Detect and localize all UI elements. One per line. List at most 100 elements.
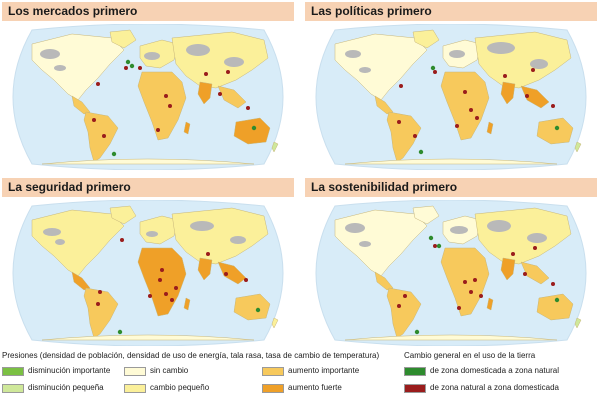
swatch-strong-increase bbox=[262, 384, 284, 393]
domesticated-to-natural-spot bbox=[414, 329, 420, 335]
domesticated-to-natural-spot bbox=[117, 329, 123, 335]
region-nz bbox=[574, 317, 582, 329]
region-nz bbox=[271, 317, 279, 329]
domesticated-to-natural-spot bbox=[129, 63, 135, 69]
region-india bbox=[197, 81, 213, 105]
natural-to-domesticated-spot bbox=[551, 282, 555, 286]
region-greenland bbox=[109, 29, 137, 49]
natural-to-domesticated-spot bbox=[96, 82, 100, 86]
natural-to-domesticated-spot bbox=[397, 304, 401, 308]
natural-to-domesticated-spot bbox=[206, 252, 210, 256]
natural-to-domesticated-spot bbox=[244, 278, 248, 282]
panel-title: Los mercados primero bbox=[2, 2, 294, 21]
natural-to-domesticated-spot bbox=[96, 302, 100, 306]
natural-to-domesticated-spot bbox=[164, 94, 168, 98]
natural-to-domesticated-spot bbox=[160, 268, 164, 272]
region-seasia bbox=[217, 261, 247, 285]
natural-to-domesticated-spot bbox=[246, 106, 250, 110]
region-australia bbox=[233, 117, 271, 145]
map-panel-sustainability: La sostenibilidad primero bbox=[305, 178, 597, 346]
region-india bbox=[500, 257, 516, 281]
no-data-area bbox=[40, 49, 60, 59]
natural-to-domesticated-spot bbox=[92, 118, 96, 122]
natural-to-domesticated-spot bbox=[218, 92, 222, 96]
region-europe bbox=[139, 215, 179, 245]
natural-to-domesticated-spot bbox=[457, 306, 461, 310]
no-data-area bbox=[345, 50, 361, 58]
domesticated-to-natural-spot bbox=[430, 65, 436, 71]
legend-label-natural-to-domesticated: de zona natural a zona domesticada bbox=[430, 383, 559, 392]
natural-to-domesticated-spot bbox=[124, 66, 128, 70]
panel-title: La sostenibilidad primero bbox=[305, 178, 597, 197]
natural-to-domesticated-spot bbox=[102, 134, 106, 138]
world-map bbox=[12, 200, 284, 346]
region-greenland bbox=[109, 205, 137, 225]
region-antarctica bbox=[344, 158, 558, 165]
region-nz bbox=[271, 141, 279, 153]
region-seasia bbox=[217, 85, 247, 109]
no-data-area bbox=[190, 221, 214, 231]
natural-to-domesticated-spot bbox=[475, 116, 479, 120]
no-data-area bbox=[530, 59, 548, 69]
region-madagascar bbox=[486, 297, 494, 311]
no-data-area bbox=[230, 236, 246, 244]
natural-to-domesticated-spot bbox=[168, 104, 172, 108]
domesticated-to-natural-spot bbox=[255, 307, 261, 313]
panel-title: Las políticas primero bbox=[305, 2, 597, 21]
swatch-domesticated-to-natural bbox=[404, 367, 426, 376]
legend-label-small-change: cambio pequeño bbox=[150, 383, 210, 392]
natural-to-domesticated-spot bbox=[158, 278, 162, 282]
region-india bbox=[500, 81, 516, 105]
domesticated-to-natural-spot bbox=[111, 151, 117, 157]
region-madagascar bbox=[183, 121, 191, 135]
swatch-major-decrease bbox=[2, 367, 24, 376]
region-antarctica bbox=[41, 334, 255, 341]
no-data-area bbox=[55, 239, 65, 245]
region-india bbox=[197, 257, 213, 281]
world-map bbox=[12, 24, 284, 170]
natural-to-domesticated-spot bbox=[551, 104, 555, 108]
natural-to-domesticated-spot bbox=[413, 134, 417, 138]
region-australia bbox=[233, 293, 271, 321]
region-africa bbox=[137, 71, 187, 141]
world-map bbox=[315, 200, 587, 346]
no-data-area bbox=[487, 220, 511, 232]
domesticated-to-natural-spot bbox=[554, 125, 560, 131]
domesticated-to-natural-spot bbox=[436, 243, 442, 249]
natural-to-domesticated-spot bbox=[469, 108, 473, 112]
natural-to-domesticated-spot bbox=[204, 72, 208, 76]
natural-to-domesticated-spot bbox=[455, 124, 459, 128]
natural-to-domesticated-spot bbox=[170, 298, 174, 302]
no-data-area bbox=[345, 223, 365, 233]
swatch-no-change bbox=[124, 367, 146, 376]
landuse-legend-title: Cambio general en el uso de la tierra bbox=[404, 351, 536, 360]
swatch-small-change bbox=[124, 384, 146, 393]
swatch-major-increase bbox=[262, 367, 284, 376]
natural-to-domesticated-spot bbox=[226, 70, 230, 74]
natural-to-domesticated-spot bbox=[433, 70, 437, 74]
no-data-area bbox=[527, 233, 547, 243]
no-data-area bbox=[359, 67, 371, 73]
region-antarctica bbox=[344, 334, 558, 341]
map-panel-security: La seguridad primero bbox=[2, 178, 294, 346]
region-australia bbox=[536, 293, 574, 321]
domesticated-to-natural-spot bbox=[418, 149, 424, 155]
no-data-area bbox=[449, 50, 465, 58]
legend-label-small-decrease: disminución pequeña bbox=[28, 383, 104, 392]
swatch-natural-to-domesticated bbox=[404, 384, 426, 393]
natural-to-domesticated-spot bbox=[98, 290, 102, 294]
region-africa bbox=[440, 71, 490, 141]
pressures-legend-title: Presiones (densidad de población, densid… bbox=[2, 351, 380, 360]
swatch-small-decrease bbox=[2, 384, 24, 393]
region-greenland bbox=[412, 29, 440, 49]
natural-to-domesticated-spot bbox=[463, 280, 467, 284]
no-data-area bbox=[359, 241, 371, 247]
natural-to-domesticated-spot bbox=[503, 74, 507, 78]
natural-to-domesticated-spot bbox=[463, 90, 467, 94]
natural-to-domesticated-spot bbox=[525, 94, 529, 98]
legend-label-no-change: sin cambio bbox=[150, 366, 189, 375]
region-nz bbox=[574, 141, 582, 153]
legend-label-major-increase: aumento importante bbox=[288, 366, 360, 375]
domesticated-to-natural-spot bbox=[251, 125, 257, 131]
domesticated-to-natural-spot bbox=[554, 297, 560, 303]
